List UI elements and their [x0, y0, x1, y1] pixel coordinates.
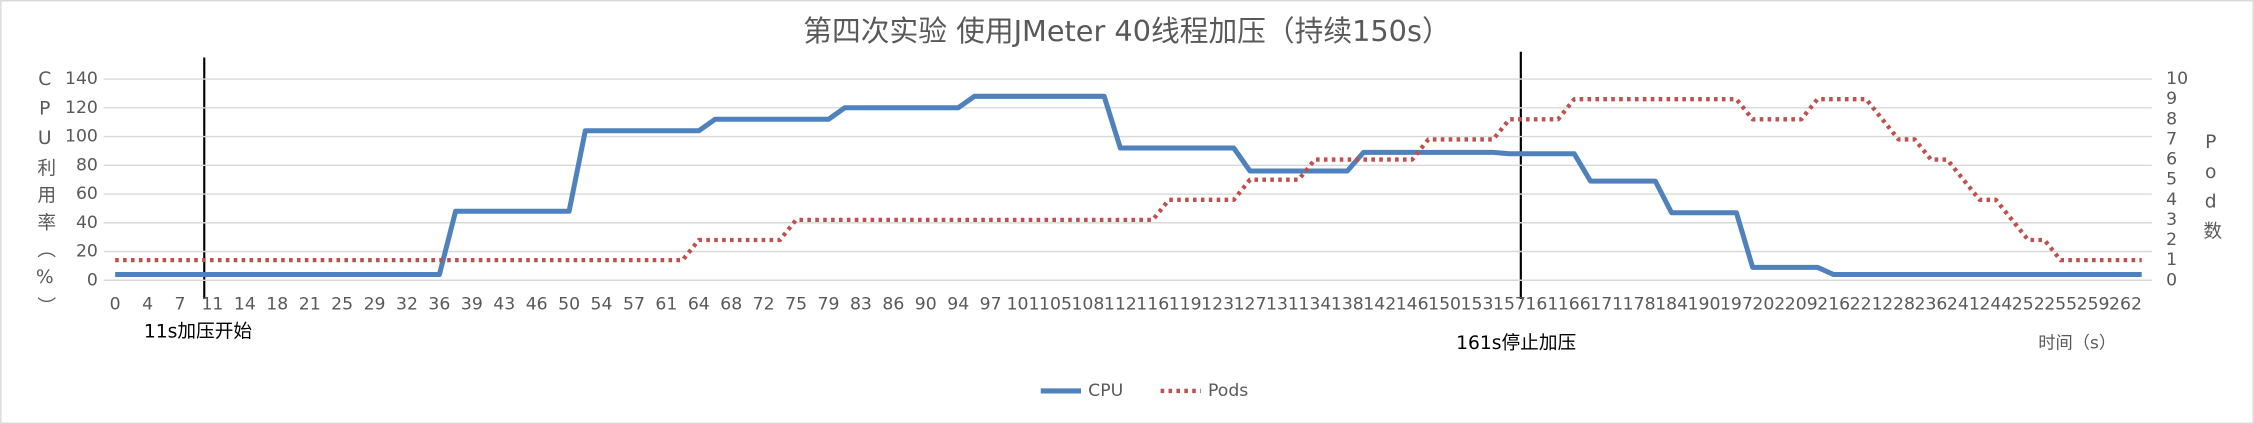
x-tick-label: 209	[1785, 295, 1818, 315]
legend-label: Pods	[1208, 381, 1248, 401]
x-tick-label: 29	[364, 295, 386, 315]
x-tick-label: 46	[526, 295, 548, 315]
x-tick-label: 97	[980, 295, 1002, 315]
x-tick-label: 166	[1558, 295, 1591, 315]
x-tick-label: 14	[234, 295, 256, 315]
x-tick-label: 57	[623, 295, 645, 315]
x-tick-label: 197	[1720, 295, 1753, 315]
y2-tick-label: 10	[2166, 69, 2188, 89]
y-tick-label: 0	[87, 270, 98, 290]
x-tick-label: 241	[1947, 295, 1980, 315]
y-tick-label: 140	[65, 69, 98, 89]
x-tick-label: 116	[1136, 295, 1169, 315]
y-tick-label: 120	[65, 98, 98, 118]
x-tick-label: 119	[1169, 295, 1202, 315]
x-tick-label: 127	[1234, 295, 1267, 315]
x-tick-label: 221	[1850, 295, 1883, 315]
x-tick-label: 75	[785, 295, 807, 315]
x-tick-label: 108	[1071, 295, 1104, 315]
y2-tick-label: 5	[2166, 170, 2177, 190]
y2-tick-label: 6	[2166, 150, 2177, 170]
x-tick-label: 43	[493, 295, 515, 315]
y-tick-label: 20	[76, 242, 98, 262]
x-tick-label: 25	[331, 295, 353, 315]
x-tick-label: 79	[818, 295, 840, 315]
y2-tick-label: 7	[2166, 129, 2177, 149]
chart-title: 第四次实验 使用JMeter 40线程加压（持续150s）	[803, 14, 1450, 48]
y2-tick-label: 9	[2166, 89, 2177, 109]
y-axis-title: CPU利用率（%）	[34, 69, 55, 324]
x-tick-label: 134	[1298, 295, 1331, 315]
y2-tick-label: 8	[2166, 109, 2177, 129]
x-tick-label: 171	[1590, 295, 1623, 315]
x-tick-label: 123	[1201, 295, 1234, 315]
x-tick-label: 64	[688, 295, 710, 315]
y2-tick-label: 0	[2166, 270, 2177, 290]
y2-tick-label: 4	[2166, 190, 2177, 210]
x-tick-label: 228	[1882, 295, 1915, 315]
x-tick-label: 262	[2109, 295, 2142, 315]
x-tick-label: 153	[1461, 295, 1494, 315]
y2-axis-title: Pod数	[2200, 132, 2221, 248]
x-tick-label: 32	[396, 295, 418, 315]
x-tick-label: 138	[1331, 295, 1364, 315]
x-tick-label: 161	[1525, 295, 1558, 315]
x-tick-label: 190	[1688, 295, 1721, 315]
annotation: 11s加压开始	[144, 322, 253, 343]
x-tick-label: 112	[1104, 295, 1137, 315]
x-tick-label: 18	[266, 295, 288, 315]
x-tick-label: 72	[753, 295, 775, 315]
x-tick-label: 21	[299, 295, 321, 315]
x-tick-label: 255	[2044, 295, 2077, 315]
x-tick-label: 259	[2077, 295, 2110, 315]
y-tick-label: 40	[76, 213, 98, 233]
annotation: 161s停止加压	[1456, 333, 1576, 354]
x-tick-label: 146	[1396, 295, 1429, 315]
x-tick-label: 157	[1493, 295, 1526, 315]
x-tick-label: 90	[915, 295, 937, 315]
x-tick-label: 202	[1752, 295, 1785, 315]
x-tick-label: 94	[947, 295, 969, 315]
y2-tick-label: 2	[2166, 230, 2177, 250]
x-tick-label: 244	[1979, 295, 2012, 315]
x-tick-label: 236	[1915, 295, 1948, 315]
legend-label: CPU	[1088, 381, 1123, 401]
x-tick-label: 142	[1363, 295, 1396, 315]
y2-tick-label: 1	[2166, 250, 2177, 270]
x-tick-label: 50	[558, 295, 580, 315]
x-tick-label: 184	[1655, 295, 1688, 315]
x-tick-label: 216	[1817, 295, 1850, 315]
x-tick-label: 68	[720, 295, 742, 315]
x-tick-label: 4	[142, 295, 153, 315]
x-tick-label: 0	[110, 295, 121, 315]
x-tick-label: 101	[1007, 295, 1040, 315]
y-tick-label: 100	[65, 127, 98, 147]
x-tick-label: 54	[591, 295, 613, 315]
x-axis-title: 时间（s）	[2038, 334, 2116, 354]
y2-tick-label: 3	[2166, 210, 2177, 230]
x-tick-label: 36	[428, 295, 450, 315]
x-tick-label: 61	[655, 295, 677, 315]
x-tick-label: 83	[850, 295, 872, 315]
y-tick-label: 80	[76, 155, 98, 175]
x-tick-label: 178	[1623, 295, 1656, 315]
y-tick-label: 60	[76, 184, 98, 204]
x-tick-label: 105	[1039, 295, 1072, 315]
x-tick-label: 150	[1428, 295, 1461, 315]
series-line	[115, 93, 2142, 278]
x-tick-label: 7	[175, 295, 186, 315]
x-tick-label: 131	[1266, 295, 1299, 315]
x-tick-label: 39	[461, 295, 483, 315]
x-tick-label: 252	[2012, 295, 2045, 315]
x-tick-label: 86	[882, 295, 904, 315]
x-tick-label: 11	[201, 295, 223, 315]
